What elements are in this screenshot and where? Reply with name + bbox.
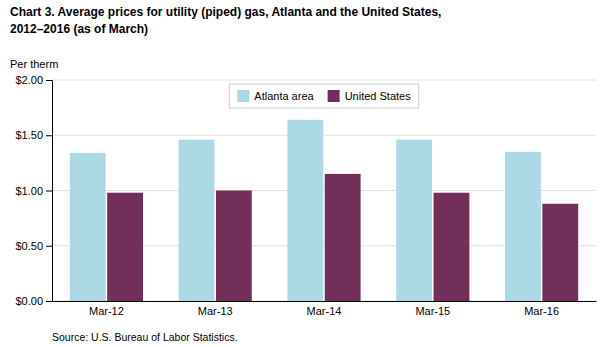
bar xyxy=(542,204,578,301)
tick: $0.50 xyxy=(15,240,52,252)
plot: $0.00$0.50$1.00$1.50$2.00Mar-12Mar-13Mar… xyxy=(15,74,596,317)
x-axis: Mar-12 Mar-13 Mar-14 Mar-15 Mar-16 xyxy=(53,302,597,317)
bar xyxy=(505,152,541,301)
legend-frame xyxy=(229,84,418,108)
tick-mark xyxy=(46,80,52,81)
tick-label: $2.00 xyxy=(15,74,43,86)
bar xyxy=(287,120,323,301)
tick-mark xyxy=(46,246,52,247)
tick-label: $1.00 xyxy=(15,185,43,197)
tick-mark xyxy=(46,191,52,192)
series xyxy=(107,174,578,301)
chart: Chart 3. Average prices for utility (pip… xyxy=(0,0,612,347)
grid-line xyxy=(52,135,596,136)
legend-swatch xyxy=(328,90,340,102)
bars xyxy=(70,120,578,301)
tick: Mar-15 xyxy=(415,305,450,317)
bar xyxy=(216,191,252,302)
y-axis: $0.00 $0.50 $1.00 $1.50 $2.00 xyxy=(15,74,52,307)
tick: Mar-14 xyxy=(307,305,342,317)
title: Chart 3. Average prices for utility (pip… xyxy=(10,5,441,19)
tick-label: $0.00 xyxy=(15,295,43,307)
y-axis-label: Per therm xyxy=(10,58,58,70)
grid xyxy=(52,80,596,301)
legend-label: Atlanta area xyxy=(254,90,314,102)
legend-label: United States xyxy=(345,90,412,102)
tick-label: Mar-15 xyxy=(415,305,450,317)
tick: Mar-13 xyxy=(198,305,233,317)
bar xyxy=(107,193,143,301)
tick: $0.00 xyxy=(15,295,52,307)
tick: Mar-16 xyxy=(524,305,559,317)
tick-label: $1.50 xyxy=(15,129,43,141)
tick-label: $0.50 xyxy=(15,240,43,252)
source-note: Source: U.S. Bureau of Labor Statistics. xyxy=(52,331,238,343)
grid-line xyxy=(52,80,596,81)
axis-domain xyxy=(53,301,597,302)
tick: $2.00 xyxy=(15,74,52,86)
bar xyxy=(70,153,106,301)
bar xyxy=(396,140,432,301)
tick-label: Mar-13 xyxy=(198,305,233,317)
tick: Mar-12 xyxy=(89,305,124,317)
bar xyxy=(434,193,470,301)
legend-swatch xyxy=(237,90,249,102)
tick-label: Mar-14 xyxy=(307,305,342,317)
bar xyxy=(325,174,361,301)
tick-label: Mar-16 xyxy=(524,305,559,317)
tick: $1.50 xyxy=(15,129,52,141)
tick-mark xyxy=(46,301,52,302)
series xyxy=(70,120,541,301)
tick-mark xyxy=(46,135,52,136)
legend: Atlanta area United States xyxy=(229,84,418,108)
tick: $1.00 xyxy=(15,185,52,197)
axis-domain xyxy=(46,81,53,302)
bar xyxy=(179,140,215,301)
tick-label: Mar-12 xyxy=(89,305,124,317)
subtitle: 2012–2016 (as of March) xyxy=(10,22,148,36)
